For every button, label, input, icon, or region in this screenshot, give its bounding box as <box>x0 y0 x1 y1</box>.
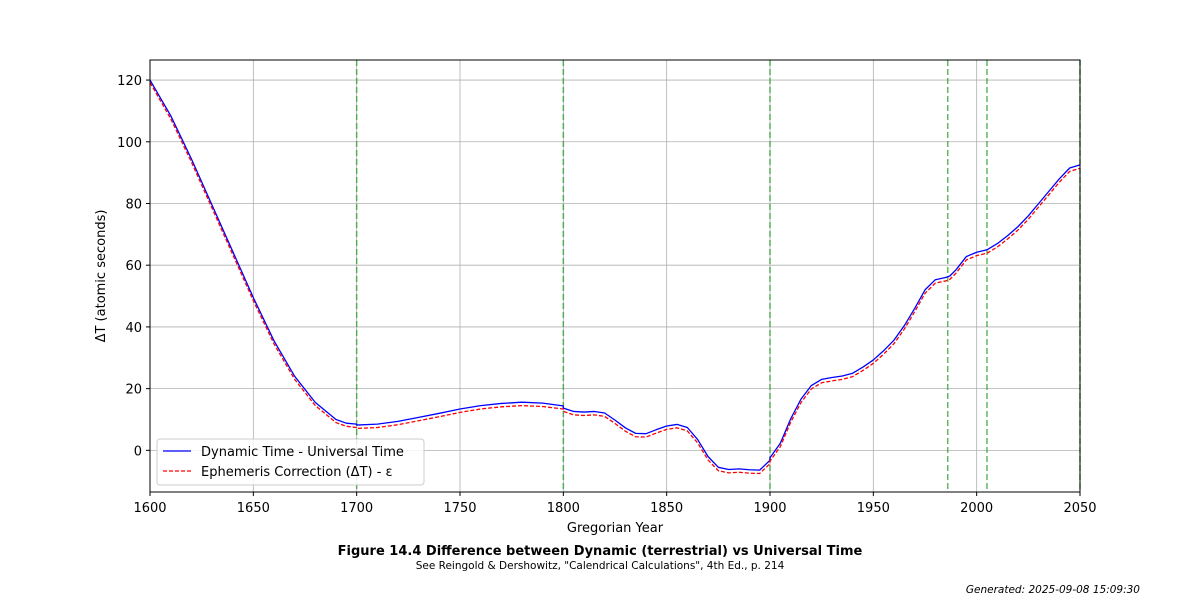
x-tick-label: 2050 <box>1063 501 1096 516</box>
series-line-1 <box>149 82 1081 475</box>
x-tick-label: 1800 <box>547 501 580 516</box>
reference-vlines <box>355 60 1081 492</box>
figure-caption-subtitle: See Reingold & Dershowitz, "Calendrical … <box>415 560 785 572</box>
legend: Dynamic Time - Universal Time Ephemeris … <box>156 438 425 486</box>
x-tick-label: 1850 <box>650 501 683 516</box>
grid-lines <box>149 60 1081 492</box>
legend-label-ephemeris-correction: Ephemeris Correction (ΔT) - ε <box>201 465 393 480</box>
x-ticks: 1600 1650 1700 1750 1800 1850 1900 1950 2000 2050 <box>133 492 1097 516</box>
x-tick-label: 1950 <box>857 501 890 516</box>
figure-caption-title: Figure 14.4 Difference between Dynamic (… <box>337 544 863 559</box>
legend-label-dynamic-time: Dynamic Time - Universal Time <box>201 445 404 460</box>
y-tick-label: 80 <box>125 197 142 212</box>
y-axis-label: ΔT (atomic seconds) <box>94 210 109 343</box>
x-tick-label: 1900 <box>753 501 786 516</box>
series-lines <box>149 79 1081 475</box>
y-tick-label: 40 <box>125 321 142 336</box>
x-tick-label: 1750 <box>443 501 476 516</box>
plot-frame <box>149 59 1081 493</box>
y-tick-label: 100 <box>117 136 142 151</box>
x-axis-label: Gregorian Year <box>567 521 664 536</box>
y-ticks: 0 20 40 60 80 100 120 <box>117 74 150 459</box>
x-tick-label: 2000 <box>960 501 993 516</box>
y-tick-label: 120 <box>117 74 142 89</box>
series-line-0 <box>149 79 1081 471</box>
x-tick-label: 1600 <box>133 501 166 516</box>
x-tick-label: 1650 <box>237 501 270 516</box>
y-tick-label: 20 <box>125 383 142 398</box>
y-tick-label: 60 <box>125 259 142 274</box>
x-tick-label: 1700 <box>340 501 373 516</box>
y-tick-label: 0 <box>134 444 142 459</box>
generated-timestamp: Generated: 2025-09-08 15:09:30 <box>965 584 1140 596</box>
legend-box <box>156 438 425 486</box>
